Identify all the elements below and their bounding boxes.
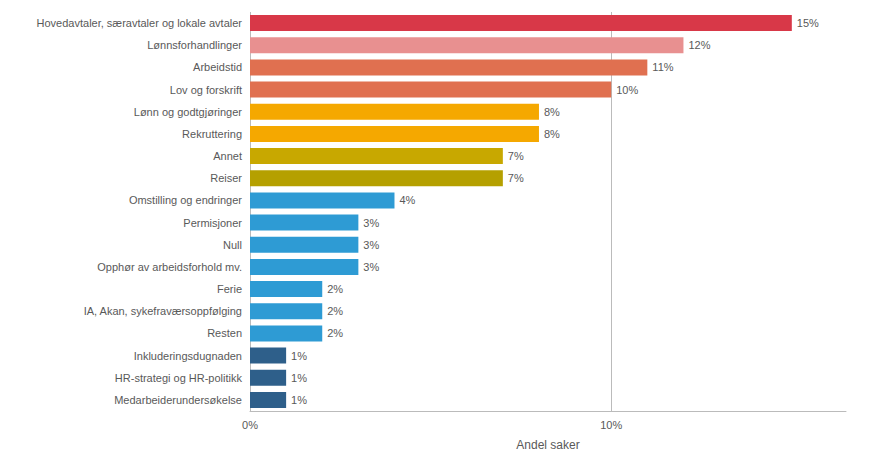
svg-text:Hovedavtaler, særavtaler og lo: Hovedavtaler, særavtaler og lokale avtal… — [37, 17, 243, 29]
svg-text:Lønn og godtgjøringer: Lønn og godtgjøringer — [134, 106, 243, 118]
svg-text:Reiser: Reiser — [210, 172, 242, 184]
svg-text:Resten: Resten — [207, 327, 242, 339]
svg-text:3%: 3% — [363, 217, 379, 229]
svg-text:4%: 4% — [399, 194, 415, 206]
svg-text:Arbeidstid: Arbeidstid — [193, 61, 242, 73]
svg-text:3%: 3% — [363, 261, 379, 273]
svg-text:10%: 10% — [600, 419, 622, 431]
svg-text:Null: Null — [223, 239, 242, 251]
svg-text:Ferie: Ferie — [217, 283, 242, 295]
svg-text:8%: 8% — [544, 106, 560, 118]
svg-text:12%: 12% — [688, 39, 710, 51]
svg-text:Rekruttering: Rekruttering — [182, 128, 242, 140]
svg-text:2%: 2% — [327, 305, 343, 317]
svg-text:HR-strategi og HR-politikk: HR-strategi og HR-politikk — [115, 372, 243, 384]
svg-text:Medarbeiderundersøkelse: Medarbeiderundersøkelse — [114, 394, 242, 406]
svg-text:Omstilling og endringer: Omstilling og endringer — [129, 194, 242, 206]
svg-text:8%: 8% — [544, 128, 560, 140]
svg-text:15%: 15% — [797, 17, 819, 29]
svg-text:7%: 7% — [508, 150, 524, 162]
svg-text:7%: 7% — [508, 172, 524, 184]
svg-text:3%: 3% — [363, 239, 379, 251]
svg-text:1%: 1% — [291, 394, 307, 406]
svg-text:IA, Akan, sykefraværsoppfølgin: IA, Akan, sykefraværsoppfølging — [84, 305, 242, 317]
svg-text:Lønnsforhandlinger: Lønnsforhandlinger — [147, 39, 242, 51]
svg-text:Inkluderingsdugnaden: Inkluderingsdugnaden — [134, 350, 242, 362]
svg-text:2%: 2% — [327, 327, 343, 339]
svg-text:Permisjoner: Permisjoner — [183, 217, 242, 229]
svg-text:0%: 0% — [242, 419, 258, 431]
svg-text:Lov og forskrift: Lov og forskrift — [170, 84, 242, 96]
svg-text:1%: 1% — [291, 372, 307, 384]
svg-text:Opphør av arbeidsforhold mv.: Opphør av arbeidsforhold mv. — [97, 261, 242, 273]
svg-text:11%: 11% — [652, 61, 673, 73]
svg-text:Annet: Annet — [213, 150, 242, 162]
svg-text:10%: 10% — [616, 84, 638, 96]
svg-text:Andel saker: Andel saker — [516, 438, 579, 452]
svg-text:2%: 2% — [327, 283, 343, 295]
svg-text:1%: 1% — [291, 350, 307, 362]
